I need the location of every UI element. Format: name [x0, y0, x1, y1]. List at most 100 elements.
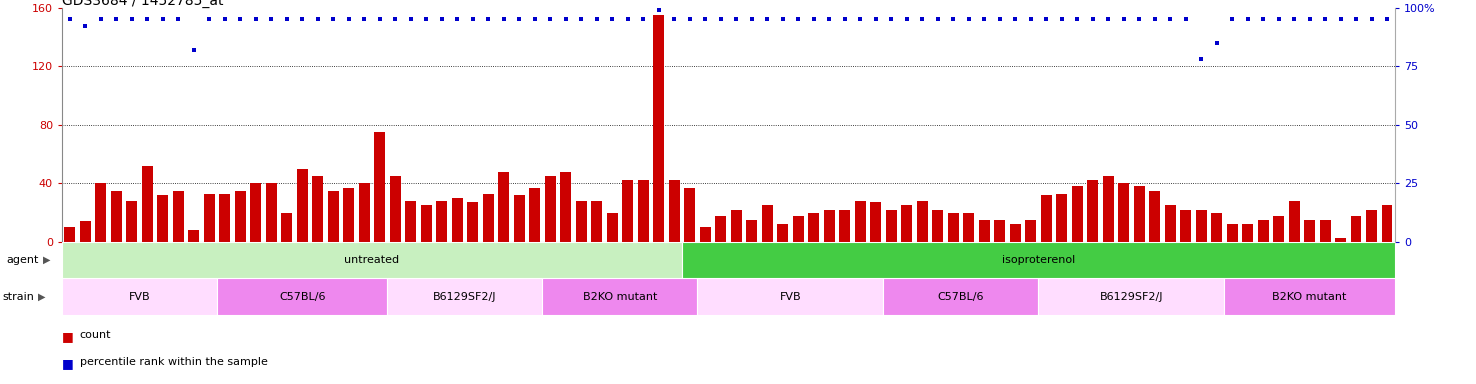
Bar: [1212, 213, 1222, 242]
Bar: [747, 220, 757, 242]
Text: ■: ■: [62, 330, 74, 343]
Text: ▶: ▶: [38, 291, 46, 302]
Bar: [979, 220, 989, 242]
Point: [894, 17, 918, 23]
Bar: [933, 210, 943, 242]
Text: FVB: FVB: [779, 291, 801, 302]
Point: [756, 17, 779, 23]
Bar: [697, 278, 883, 315]
Point: [570, 17, 593, 23]
Point: [198, 17, 221, 23]
Point: [306, 17, 329, 23]
Point: [322, 17, 345, 23]
Point: [880, 17, 903, 23]
Point: [523, 17, 546, 23]
Bar: [1351, 215, 1361, 242]
Bar: [173, 191, 183, 242]
Point: [1066, 17, 1089, 23]
Point: [987, 17, 1011, 23]
Point: [663, 17, 686, 23]
Point: [151, 17, 174, 23]
Point: [1097, 17, 1120, 23]
Bar: [313, 176, 323, 242]
Bar: [1134, 186, 1144, 242]
Text: percentile rank within the sample: percentile rank within the sample: [80, 357, 267, 367]
Point: [1204, 40, 1228, 46]
Bar: [483, 194, 493, 242]
Point: [182, 47, 205, 53]
Bar: [328, 191, 338, 242]
Point: [120, 17, 143, 23]
Bar: [1227, 224, 1237, 242]
Bar: [1289, 201, 1299, 242]
Point: [708, 17, 732, 23]
Bar: [638, 180, 648, 242]
Point: [89, 17, 112, 23]
Point: [260, 17, 283, 23]
Point: [942, 17, 965, 23]
Point: [694, 17, 717, 23]
Bar: [297, 169, 307, 242]
Bar: [1305, 220, 1315, 242]
Bar: [840, 210, 850, 242]
Point: [725, 17, 748, 23]
Point: [646, 7, 670, 13]
Text: agent: agent: [6, 255, 38, 265]
Text: B6129SF2/J: B6129SF2/J: [432, 291, 497, 302]
Bar: [1150, 191, 1160, 242]
Text: C57BL/6: C57BL/6: [279, 291, 326, 302]
Point: [105, 17, 128, 23]
Bar: [62, 242, 682, 278]
Point: [167, 17, 190, 23]
Point: [136, 17, 159, 23]
Bar: [235, 191, 245, 242]
Point: [291, 17, 314, 23]
Bar: [543, 278, 697, 315]
Bar: [1026, 220, 1036, 242]
Point: [554, 17, 577, 23]
Point: [770, 17, 794, 23]
Bar: [886, 210, 896, 242]
Point: [677, 17, 701, 23]
Bar: [220, 194, 230, 242]
Bar: [623, 180, 633, 242]
Bar: [1224, 278, 1395, 315]
Bar: [111, 191, 121, 242]
Bar: [1382, 205, 1392, 242]
Bar: [685, 188, 695, 242]
Bar: [855, 201, 865, 242]
Point: [1080, 17, 1104, 23]
Point: [213, 17, 236, 23]
Bar: [700, 227, 710, 242]
Point: [973, 17, 996, 23]
Point: [1252, 17, 1275, 23]
Bar: [1196, 210, 1206, 242]
Point: [74, 23, 97, 30]
Text: C57BL/6: C57BL/6: [937, 291, 984, 302]
Bar: [1057, 194, 1067, 242]
Point: [863, 17, 887, 23]
Point: [275, 17, 298, 23]
Point: [956, 17, 980, 23]
Bar: [871, 202, 881, 242]
Bar: [1119, 184, 1129, 242]
Bar: [1165, 205, 1175, 242]
Bar: [948, 213, 958, 242]
Point: [1128, 17, 1151, 23]
Point: [801, 17, 825, 23]
Bar: [1010, 224, 1020, 242]
Bar: [778, 224, 788, 242]
Point: [615, 17, 639, 23]
Point: [446, 17, 469, 23]
Point: [1190, 56, 1213, 62]
Point: [1376, 17, 1399, 23]
Point: [818, 17, 841, 23]
Bar: [468, 202, 478, 242]
Point: [1111, 17, 1135, 23]
Bar: [1103, 176, 1113, 242]
Point: [1035, 17, 1058, 23]
Bar: [127, 201, 137, 242]
Bar: [1041, 195, 1051, 242]
Bar: [375, 132, 385, 242]
Bar: [1367, 210, 1377, 242]
